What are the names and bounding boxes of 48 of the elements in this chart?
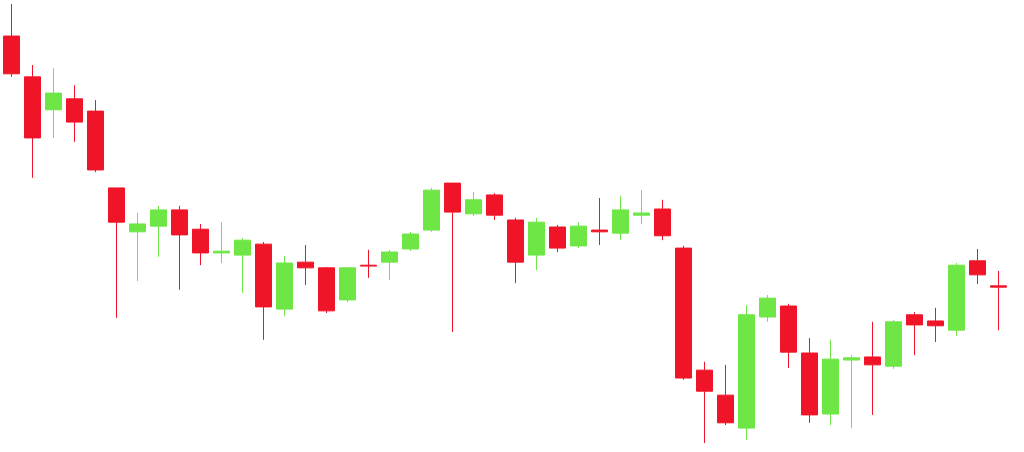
candlestick [801,337,818,424]
candlestick [528,217,545,271]
candlestick [549,224,566,253]
candlestick [633,189,650,225]
candlestick [444,182,461,333]
candlestick [843,354,860,429]
candlestick [339,266,356,303]
candlestick [738,304,755,441]
candlestick [507,217,524,284]
candlestick [759,294,776,323]
candlestick [612,195,629,241]
candlestick [129,212,146,282]
candlestick [570,221,587,249]
candlestick [402,231,419,252]
candlestick [990,270,1007,331]
candlestick [192,223,209,266]
candlestick [3,3,20,78]
candlestick [255,241,272,341]
candlestick [969,248,986,285]
candlestick [423,187,440,233]
candlestick [591,197,608,246]
candlestick [66,84,83,143]
candlestick [486,192,503,221]
candlestick [381,249,398,281]
candlestick [927,307,944,343]
candlestick [360,249,377,279]
candlestick [45,67,62,139]
candlestick [171,205,188,291]
candlestick [213,221,230,264]
candlestick [717,364,734,426]
candlestick [150,205,167,258]
candlestick [780,303,797,369]
candlestick [465,191,482,217]
candlestick [654,199,671,241]
candlestick [108,187,125,319]
candlestick [822,339,839,426]
candlestick [696,361,713,444]
candlestick [906,311,923,356]
candlestick [675,245,692,381]
candlestick [885,319,902,370]
candlestick [276,255,293,317]
candlestick [234,237,251,294]
candlestick [87,99,104,173]
candlestick [24,64,41,179]
candlestick [318,266,335,314]
candlestick [948,262,965,337]
candlestick [864,321,881,416]
candlestick [297,244,314,286]
